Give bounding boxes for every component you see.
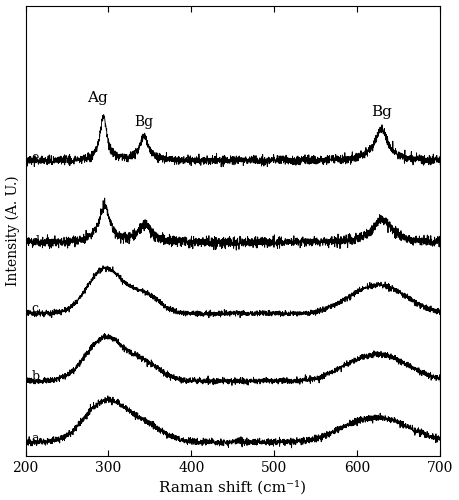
Text: d: d — [31, 234, 39, 248]
Text: a: a — [31, 432, 39, 446]
Y-axis label: Intensity (A. U.): Intensity (A. U.) — [6, 176, 20, 286]
Text: Bg: Bg — [371, 105, 392, 119]
Text: e: e — [31, 152, 39, 164]
X-axis label: Raman shift (cm⁻¹): Raman shift (cm⁻¹) — [159, 480, 307, 494]
Text: c: c — [31, 302, 38, 315]
Text: b: b — [31, 370, 39, 383]
Text: Ag: Ag — [87, 92, 108, 106]
Text: Bg: Bg — [134, 115, 154, 129]
